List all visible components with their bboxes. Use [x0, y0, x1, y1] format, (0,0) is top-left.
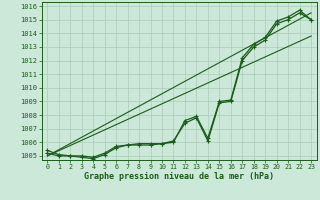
X-axis label: Graphe pression niveau de la mer (hPa): Graphe pression niveau de la mer (hPa) [84, 172, 274, 181]
